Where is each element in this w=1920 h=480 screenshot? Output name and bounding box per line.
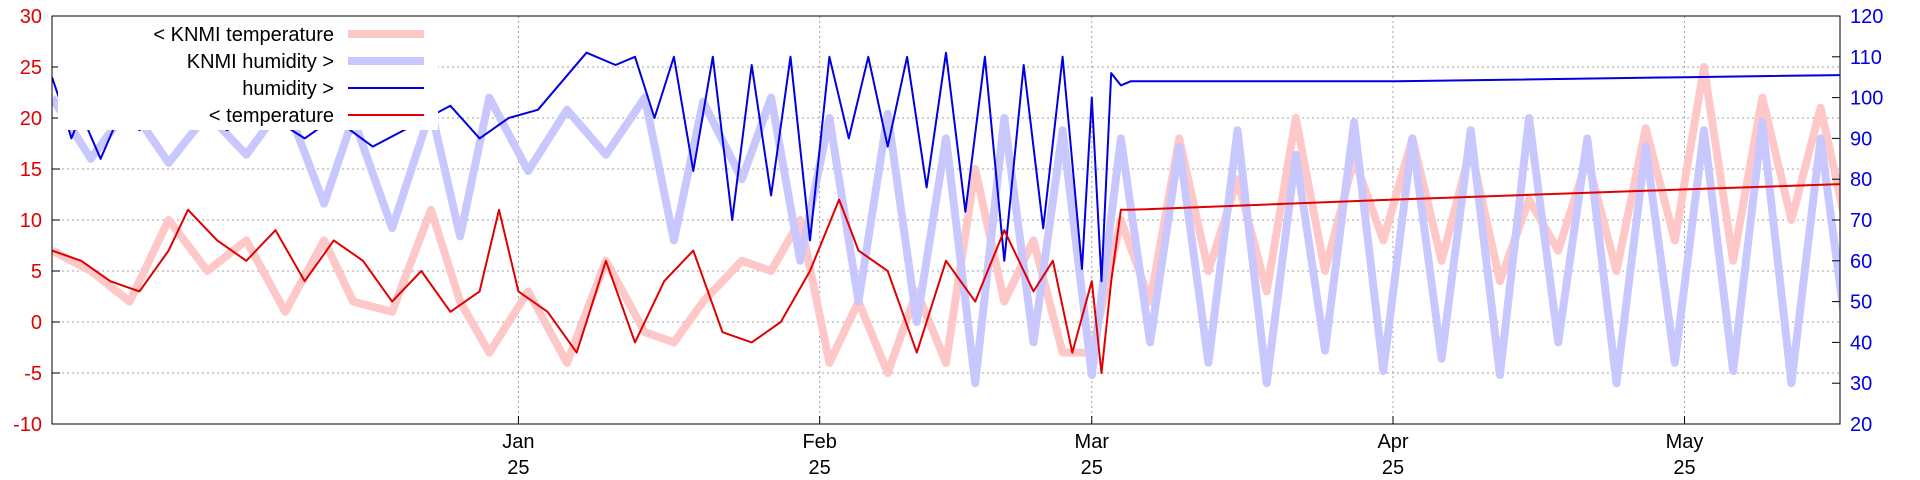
y-right-tick-label: 30 [1850,373,1872,395]
x-tick-label-day: 25 [1081,457,1103,479]
y-left-tick-label: 0 [31,312,42,334]
y-right-tick-label: 80 [1850,169,1872,191]
y-left-tick-label: 5 [31,261,42,283]
x-tick-label-day: 25 [1382,457,1404,479]
x-tick-label-month: Feb [802,431,836,453]
y-left-tick-label: 30 [20,6,42,28]
legend-entry-label: < KNMI temperature [153,24,334,46]
x-tick-label-day: 25 [809,457,831,479]
legend-entry-label: < temperature [209,105,334,127]
y-right-tick-label: 50 [1850,292,1872,314]
y-left-tick-label: -5 [24,363,42,385]
y-right-tick-label: 70 [1850,210,1872,232]
y-left-tick-label: -10 [13,414,42,436]
y-right-tick-label: 100 [1850,88,1883,110]
y-right-tick-label: 120 [1850,6,1883,28]
x-tick-label-month: Apr [1377,431,1408,453]
y-right-tick-label: 40 [1850,332,1872,354]
x-tick-label-month: Jan [502,431,534,453]
series-line-3 [52,183,1840,374]
y-right-tick-label: 60 [1850,251,1872,273]
y-left-tick-label: 20 [20,108,42,130]
series-line-0 [52,63,1840,377]
y-right-tick-label: 110 [1850,47,1882,69]
legend-entry-label: humidity > [242,78,334,100]
y-right-tick-label: 20 [1850,414,1872,436]
y-left-tick-label: 10 [20,210,42,232]
y-left-tick-label: 15 [20,159,42,181]
x-tick-label-month: Mar [1075,431,1110,453]
legend: < KNMI temperature KNMI humidity > humidit… [58,18,438,130]
legend-entry-label: KNMI humidity > [187,51,334,73]
x-tick-label-month: May [1666,431,1704,453]
ticks-layer: 302520151050-5-1012011010090807060504030… [13,6,1883,479]
x-tick-label-day: 25 [507,457,529,479]
series-line-1 [52,93,1840,388]
y-right-tick-label: 90 [1850,128,1872,150]
x-tick-label-day: 25 [1673,457,1695,479]
y-left-tick-label: 25 [20,57,42,79]
